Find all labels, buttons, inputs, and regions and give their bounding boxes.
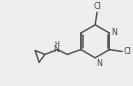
Text: N: N (97, 59, 103, 68)
Text: N: N (54, 45, 59, 54)
Text: Cl: Cl (123, 47, 131, 56)
Text: N: N (111, 28, 117, 37)
Text: Cl: Cl (93, 2, 101, 11)
Text: H: H (54, 41, 59, 47)
